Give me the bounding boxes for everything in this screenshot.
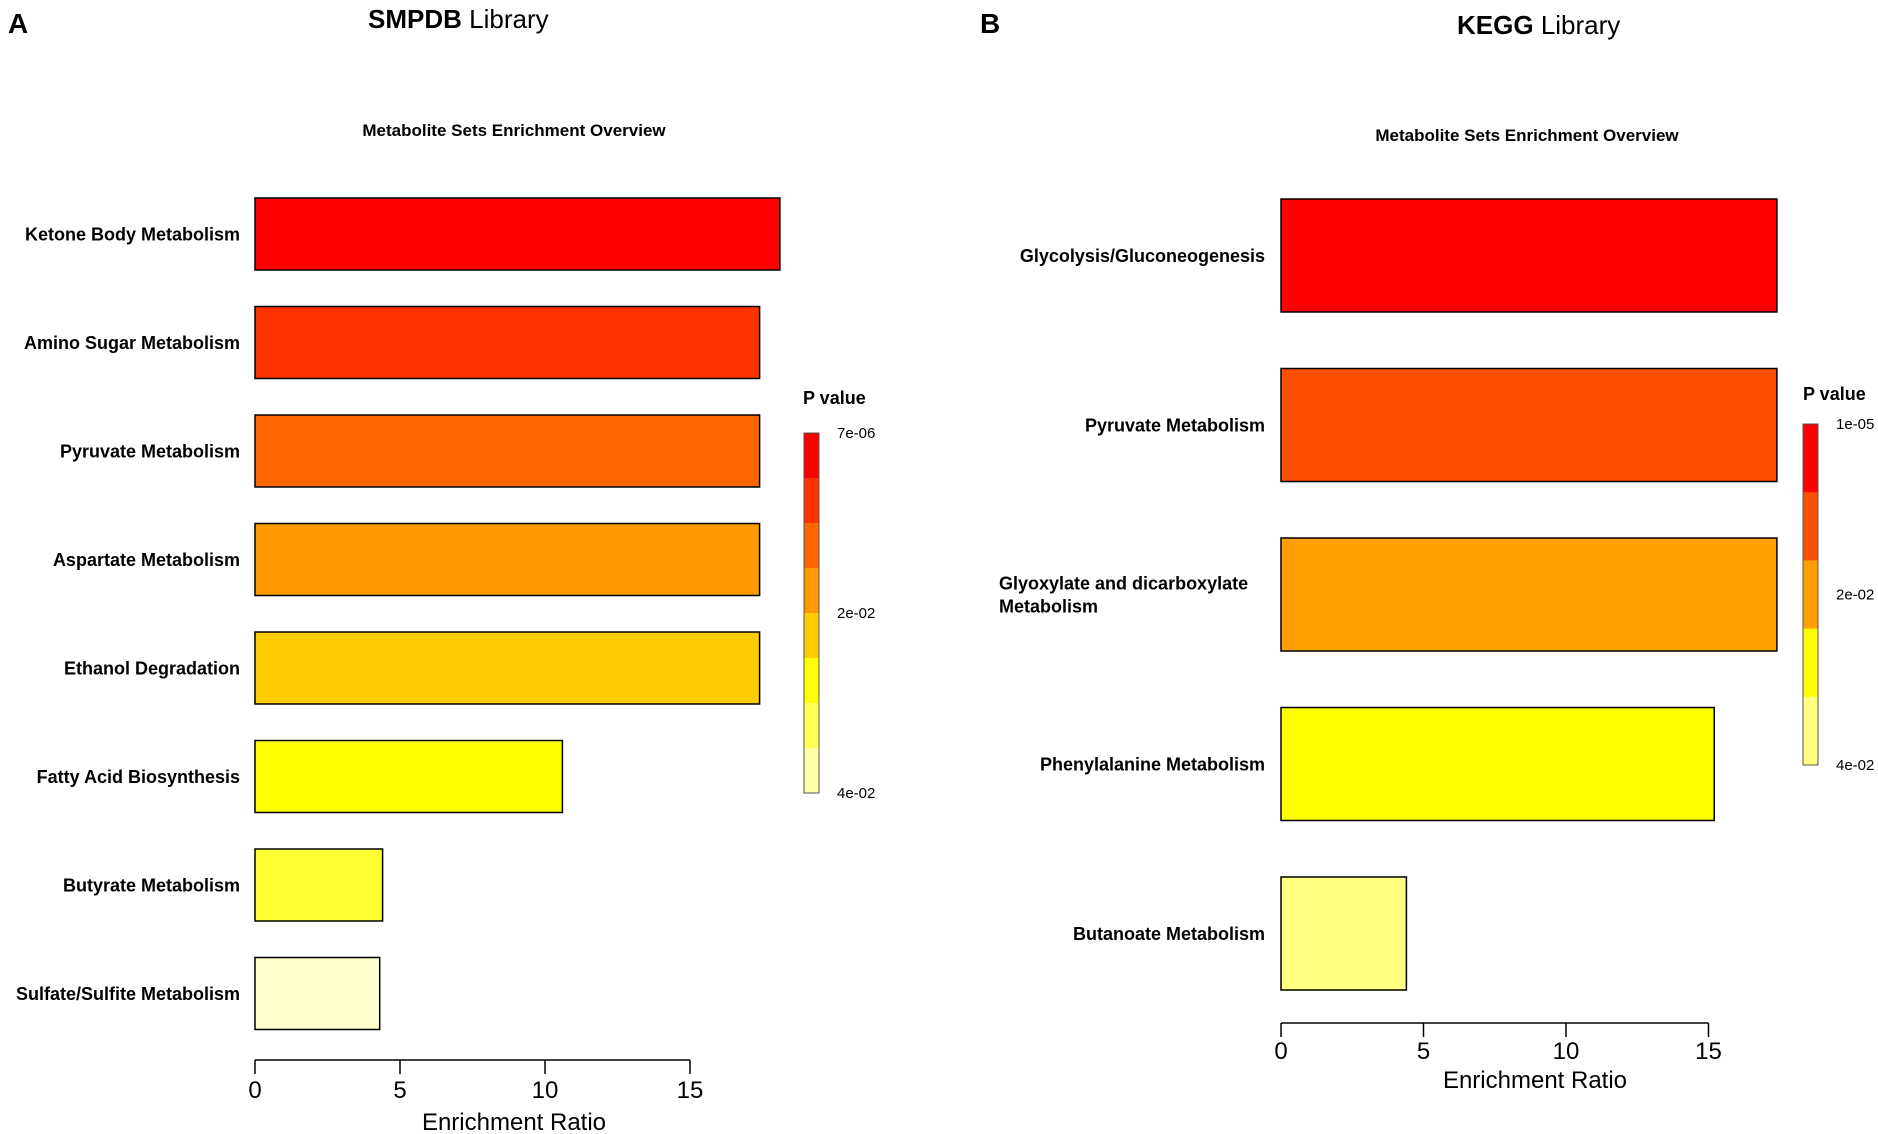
a-colorbar-tick-label-2: 4e-02 <box>837 785 875 802</box>
b-category-label-4-line-0: Butanoate Metabolism <box>1073 924 1265 944</box>
a-category-label-2: Pyruvate Metabolism <box>60 441 240 461</box>
a-colorbar-tick-label-1: 2e-02 <box>837 605 875 622</box>
b-category-label-1-line-0: Pyruvate Metabolism <box>1085 415 1265 435</box>
b-colorbar-tick-label-0: 1e-05 <box>1836 416 1874 433</box>
b-bar-4 <box>1280 876 1408 991</box>
b-x-tick-label-2: 10 <box>1553 1038 1580 1065</box>
b-colorbar-frame <box>1802 423 1819 766</box>
a-x-tick-label-1: 5 <box>393 1077 406 1104</box>
b-bar-1 <box>1280 367 1778 483</box>
b-category-label-2: Glyoxylate and dicarboxylate Metabolism <box>999 573 1248 616</box>
b-category-label-3-line-0: Phenylalanine Metabolism <box>1040 754 1265 774</box>
panel-a-library-name: SMPDB <box>368 4 462 34</box>
b-category-label-4: Butanoate Metabolism <box>1073 924 1265 944</box>
b-colorbar-tick-label-1: 2e-02 <box>1836 587 1874 604</box>
a-x-tick-label-3: 15 <box>677 1077 704 1104</box>
a-colorbar-segment-2 <box>804 523 819 569</box>
panel-b-plot: Glycolysis/Gluconeogenesis Pyruvate Metab… <box>999 198 1874 1094</box>
b-category-label-1: Pyruvate Metabolism <box>1085 415 1265 435</box>
b-x-tick-label-3: 15 <box>1695 1038 1722 1065</box>
a-bar-7 <box>254 956 381 1031</box>
a-colorbar-segment-6 <box>804 703 819 749</box>
a-bar-5 <box>254 739 564 814</box>
b-category-label-0-line-0: Glycolysis/Gluconeogenesis <box>1020 246 1265 266</box>
panel-a-plot-title: Metabolite Sets Enrichment Overview <box>362 121 666 140</box>
a-x-axis-title: Enrichment Ratio <box>422 1109 606 1134</box>
a-category-label-5-line-0: Fatty Acid Biosynthesis <box>37 767 240 787</box>
a-bar-0 <box>254 197 781 271</box>
a-category-label-1: Amino Sugar Metabolism <box>24 333 240 353</box>
a-colorbar-segment-4 <box>804 613 819 659</box>
a-category-label-0: Ketone Body Metabolism <box>25 224 240 244</box>
a-colorbar-segment-7 <box>804 748 819 794</box>
b-colorbar-segment-3 <box>1803 628 1818 698</box>
b-bar-3 <box>1280 706 1715 822</box>
panel-a-library-title: SMPDB Library <box>368 4 549 34</box>
a-category-label-2-line-0: Pyruvate Metabolism <box>60 441 240 461</box>
a-category-label-4: Ethanol Degradation <box>64 658 240 678</box>
a-colorbar-segment-5 <box>804 658 819 704</box>
a-category-label-3-line-0: Aspartate Metabolism <box>53 550 240 570</box>
a-colorbar-segment-1 <box>804 478 819 524</box>
a-category-label-7: Sulfate/Sulfite Metabolism <box>16 984 240 1004</box>
b-colorbar-tick-label-2: 4e-02 <box>1836 757 1874 774</box>
a-bar-1 <box>254 305 761 380</box>
a-category-label-3: Aspartate Metabolism <box>53 550 240 570</box>
panel-b-letter: B <box>980 8 1000 39</box>
a-colorbar-segment-0 <box>804 433 819 479</box>
a-x-tick-label-2: 10 <box>532 1077 559 1104</box>
b-colorbar-segment-4 <box>1803 696 1818 766</box>
a-category-label-6: Butyrate Metabolism <box>63 875 240 895</box>
b-category-label-2-line-1: Metabolism <box>999 596 1098 616</box>
b-x-tick-label-0: 0 <box>1274 1038 1287 1065</box>
b-bar-2 <box>1280 537 1778 652</box>
a-bar-6 <box>254 848 384 922</box>
b-colorbar-segment-0 <box>1803 424 1818 493</box>
a-x-tick-label-0: 0 <box>248 1077 261 1104</box>
b-colorbar-segment-2 <box>1803 560 1818 630</box>
panel-a-library-suffix: Library <box>469 4 548 34</box>
a-bar-4 <box>254 631 761 705</box>
a-category-label-5: Fatty Acid Biosynthesis <box>37 767 240 787</box>
a-colorbar-tick-label-0: 7e-06 <box>837 425 875 442</box>
a-colorbar-frame <box>803 432 820 794</box>
a-category-label-6-line-0: Butyrate Metabolism <box>63 875 240 895</box>
a-bar-2 <box>254 414 761 488</box>
panel-a-legend-title: P value <box>803 388 866 408</box>
b-x-axis-title: Enrichment Ratio <box>1443 1067 1627 1094</box>
b-category-label-2-line-0: Glyoxylate and dicarboxylate <box>999 573 1248 593</box>
b-colorbar-segment-1 <box>1803 492 1818 561</box>
a-category-label-0-line-0: Ketone Body Metabolism <box>25 224 240 244</box>
b-category-label-0: Glycolysis/Gluconeogenesis <box>1020 246 1265 266</box>
panel-a-plot: Ketone Body Metabolism Amino Sugar Metabo… <box>16 197 875 1134</box>
panel-b-library-title: KEGG Library <box>1457 10 1620 40</box>
a-category-label-4-line-0: Ethanol Degradation <box>64 658 240 678</box>
b-x-tick-label-1: 5 <box>1417 1038 1430 1065</box>
a-bar-3 <box>254 522 761 597</box>
panel-b-library-name: KEGG <box>1457 10 1534 40</box>
a-category-label-7-line-0: Sulfate/Sulfite Metabolism <box>16 984 240 1004</box>
b-bar-0 <box>1280 198 1778 313</box>
panel-a-letter: A <box>8 8 28 39</box>
panel-b-plot-title: Metabolite Sets Enrichment Overview <box>1375 126 1679 145</box>
b-category-label-3: Phenylalanine Metabolism <box>1040 754 1265 774</box>
a-colorbar-segment-3 <box>804 568 819 614</box>
panel-b-library-suffix: Library <box>1541 10 1620 40</box>
a-category-label-1-line-0: Amino Sugar Metabolism <box>24 333 240 353</box>
panel-b-legend-title: P value <box>1803 384 1866 404</box>
